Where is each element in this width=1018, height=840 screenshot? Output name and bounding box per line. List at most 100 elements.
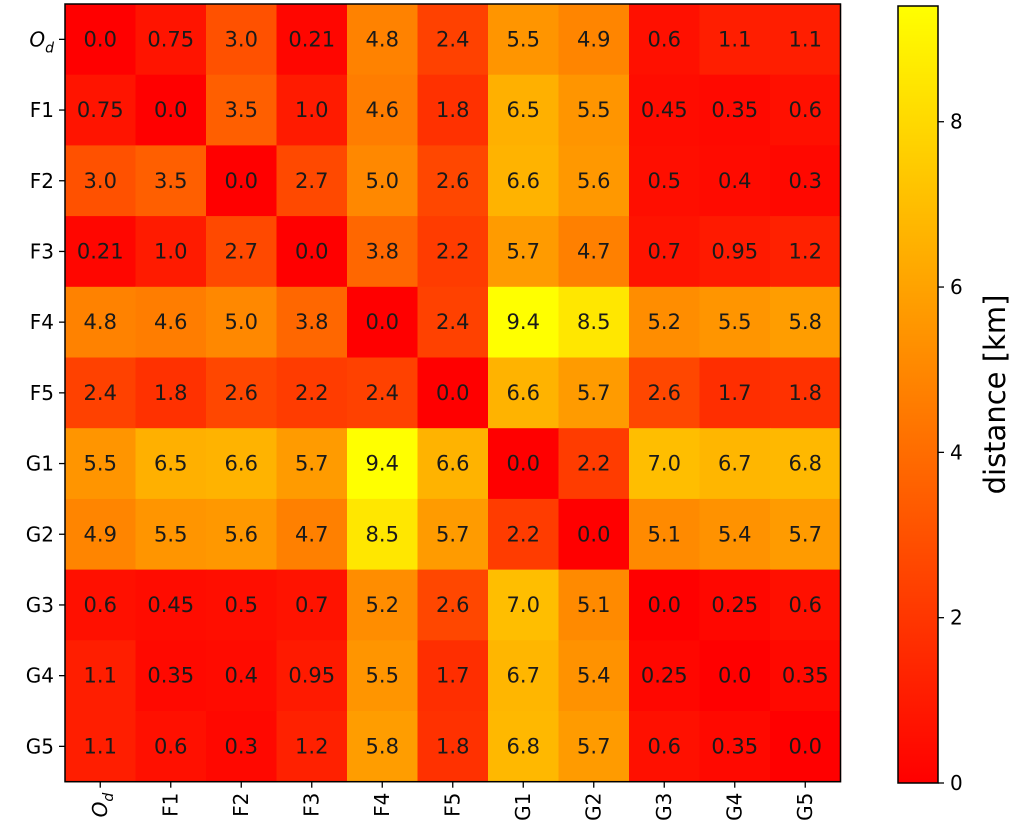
row-tick-label: G2 <box>26 522 54 546</box>
heatmap-cell <box>276 357 348 429</box>
heatmap-cell <box>417 640 489 712</box>
column-tick-label: F3 <box>300 793 324 817</box>
heatmap-cell <box>206 4 278 76</box>
heatmap-cell <box>699 498 771 571</box>
cell-value-label: 2.2 <box>507 522 540 546</box>
cell-value-label: 0.5 <box>225 593 258 617</box>
cell-value-label: 6.7 <box>718 452 751 476</box>
column-tick-label: G1 <box>511 793 535 821</box>
row-tick-label: F2 <box>30 169 54 193</box>
row-tick-labels: Od F1 F2 F3 F4 F5 G1 G2 G3 G4 G5 <box>26 27 65 758</box>
cell-value-label: 3.0 <box>225 27 258 51</box>
cell-value-label: 0.6 <box>154 734 187 758</box>
cell-value-label: 0.95 <box>711 239 758 263</box>
cell-value-label: 5.8 <box>789 310 822 334</box>
cell-value-label: 0.0 <box>648 593 681 617</box>
heatmap-cell <box>629 4 701 76</box>
row-tick-label: F3 <box>30 239 54 263</box>
cell-value-label: 0.4 <box>718 169 751 193</box>
heatmap-cell <box>488 428 560 500</box>
heatmap-cell <box>347 357 419 429</box>
heatmap-cell <box>770 216 842 288</box>
cell-value-label: 6.6 <box>436 452 469 476</box>
heatmap-cell <box>135 216 207 288</box>
heatmap-cell <box>206 357 278 429</box>
cell-value-label: 5.4 <box>718 522 751 546</box>
cell-value-label: 2.2 <box>577 452 610 476</box>
cell-value-label: 2.2 <box>295 381 328 405</box>
cell-value-label: 0.0 <box>295 239 328 263</box>
heatmap-cell <box>417 357 489 429</box>
heatmap-cell <box>699 569 771 641</box>
heatmap-cell <box>558 640 630 712</box>
heatmap-cell <box>276 4 348 76</box>
cell-value-label: 0.7 <box>648 239 681 263</box>
row-tick-label: Od <box>29 27 54 56</box>
heatmap-cell <box>629 74 701 146</box>
cell-value-label: 0.3 <box>789 169 822 193</box>
heatmap-cell <box>417 498 489 571</box>
cell-value-label: 5.5 <box>366 664 399 688</box>
cell-value-label: 0.6 <box>648 734 681 758</box>
cell-value-label: 8.5 <box>577 310 610 334</box>
cell-value-label: 0.6 <box>789 98 822 122</box>
cell-value-label: 4.9 <box>84 522 117 546</box>
heatmap-cell <box>417 286 489 359</box>
heatmap-cell <box>770 74 842 146</box>
colorbar-tick-label: 8 <box>950 110 963 134</box>
cell-value-label: 2.7 <box>225 239 258 263</box>
heatmap-cell <box>629 428 701 500</box>
cell-value-label: 1.8 <box>436 98 469 122</box>
heatmap-cell <box>347 74 419 146</box>
heatmap-cell <box>206 498 278 571</box>
heatmap-cell <box>629 216 701 288</box>
cell-value-label: 0.75 <box>77 98 124 122</box>
cell-value-label: 0.4 <box>225 664 258 688</box>
colorbar-tick-label: 0 <box>950 771 963 795</box>
cell-value-label: 1.8 <box>436 734 469 758</box>
heatmap-cell <box>770 145 842 217</box>
heatmap-cell <box>417 428 489 500</box>
cell-value-label: 7.0 <box>507 593 540 617</box>
heatmap-cell <box>488 498 560 571</box>
cell-value-label: 3.8 <box>295 310 328 334</box>
column-tick-label: G2 <box>582 793 606 821</box>
cell-value-label: 0.6 <box>648 27 681 51</box>
heatmap-cell <box>629 640 701 712</box>
cell-value-label: 0.6 <box>789 593 822 617</box>
heatmap-cell <box>65 286 137 359</box>
cell-value-label: 1.2 <box>789 239 822 263</box>
cell-value-label: 2.7 <box>295 169 328 193</box>
heatmap-cell <box>629 357 701 429</box>
cell-value-label: 0.0 <box>436 381 469 405</box>
column-tick-label: F4 <box>370 793 394 817</box>
heatmap-cell <box>276 569 348 641</box>
cell-value-label: 0.95 <box>288 664 335 688</box>
cell-value-label: 5.6 <box>577 169 610 193</box>
heatmap-cell <box>65 145 137 217</box>
cell-value-label: 5.2 <box>366 593 399 617</box>
heatmap-cell <box>558 498 630 571</box>
cell-value-label: 5.0 <box>225 310 258 334</box>
cell-value-label: 1.1 <box>789 27 822 51</box>
cell-value-label: 6.6 <box>507 381 540 405</box>
cell-value-label: 0.3 <box>225 734 258 758</box>
cell-value-label: 1.0 <box>295 98 328 122</box>
heatmap-cell <box>770 4 842 76</box>
heatmap-cell <box>629 498 701 571</box>
heatmap-cell <box>276 145 348 217</box>
column-tick-label: G5 <box>793 793 817 821</box>
cell-value-label: 0.0 <box>577 522 610 546</box>
heatmap-cell <box>770 428 842 500</box>
heatmap-cell <box>347 428 419 500</box>
cell-value-label: 0.35 <box>711 98 758 122</box>
cell-value-label: 5.7 <box>789 522 822 546</box>
heatmap-cell <box>135 357 207 429</box>
column-tick-labels: Od F1 F2 F3 F4 F5 G1 G2 G3 G4 G5 <box>88 781 817 821</box>
colorbar-tick-label: 6 <box>950 275 963 299</box>
cell-value-label: 2.4 <box>366 381 399 405</box>
row-tick-label: G5 <box>26 734 54 758</box>
heatmap-cell <box>135 286 207 359</box>
heatmap-cell <box>699 286 771 359</box>
heatmap-cell <box>417 711 489 783</box>
